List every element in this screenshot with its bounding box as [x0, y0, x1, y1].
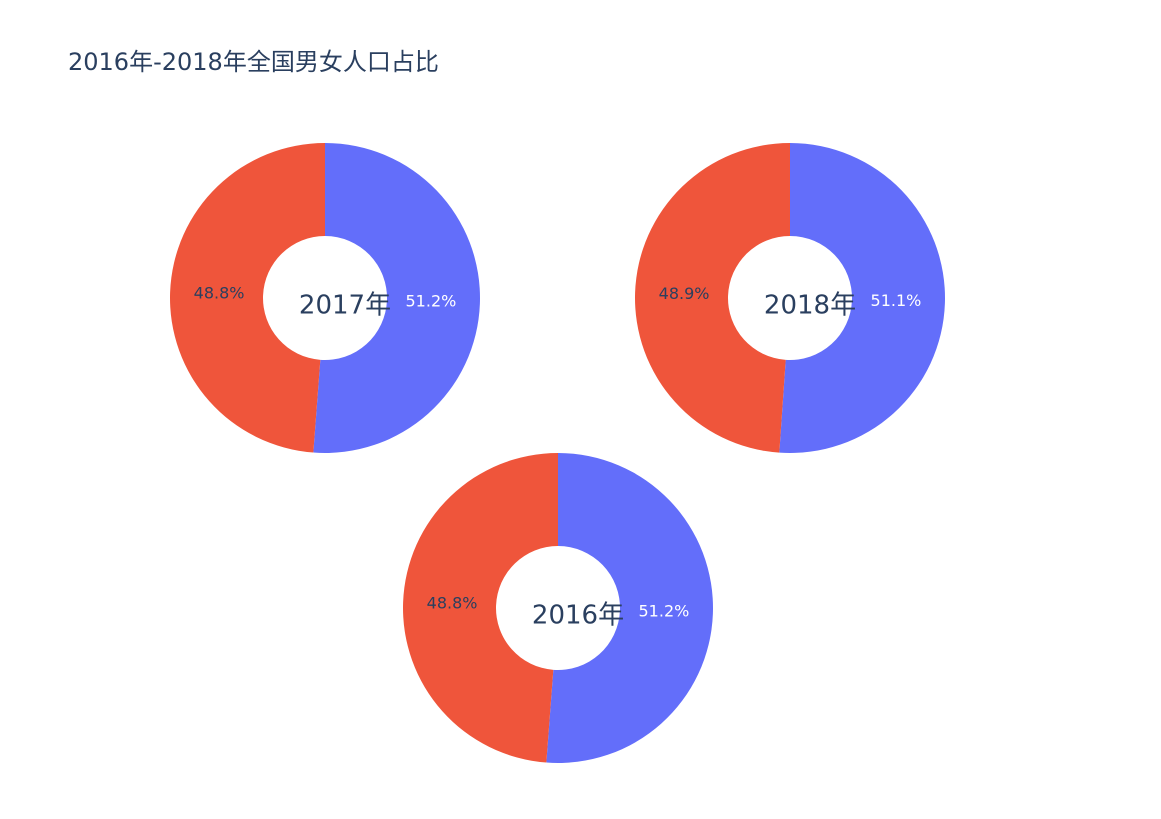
donut-1-center-label: 2018年 — [764, 291, 856, 321]
donut-1-slice-1[interactable] — [635, 143, 790, 453]
donut-2-slice-0[interactable] — [546, 453, 714, 763]
donut-2-slice-1-label: 48.8% — [427, 594, 478, 613]
donut-1-slice-0[interactable] — [779, 143, 946, 453]
donut-2-slice-1[interactable] — [403, 453, 558, 763]
donut-0-slice-1-label: 48.8% — [194, 284, 245, 303]
chart-title: 2016年-2018年全国男女人口占比 — [68, 48, 439, 76]
donut-1-slice-0-label: 51.1% — [871, 291, 922, 310]
donut-2-slice-0-label: 51.2% — [639, 601, 690, 620]
donut-0-slice-1[interactable] — [170, 143, 325, 453]
donut-0-center-label: 2017年 — [299, 291, 391, 321]
donut-2-center-label: 2016年 — [532, 601, 624, 631]
donut-0-slice-0-label: 51.2% — [406, 291, 457, 310]
donut-0-slice-0[interactable] — [313, 143, 481, 454]
donut-1-slice-1-label: 48.9% — [659, 284, 710, 303]
